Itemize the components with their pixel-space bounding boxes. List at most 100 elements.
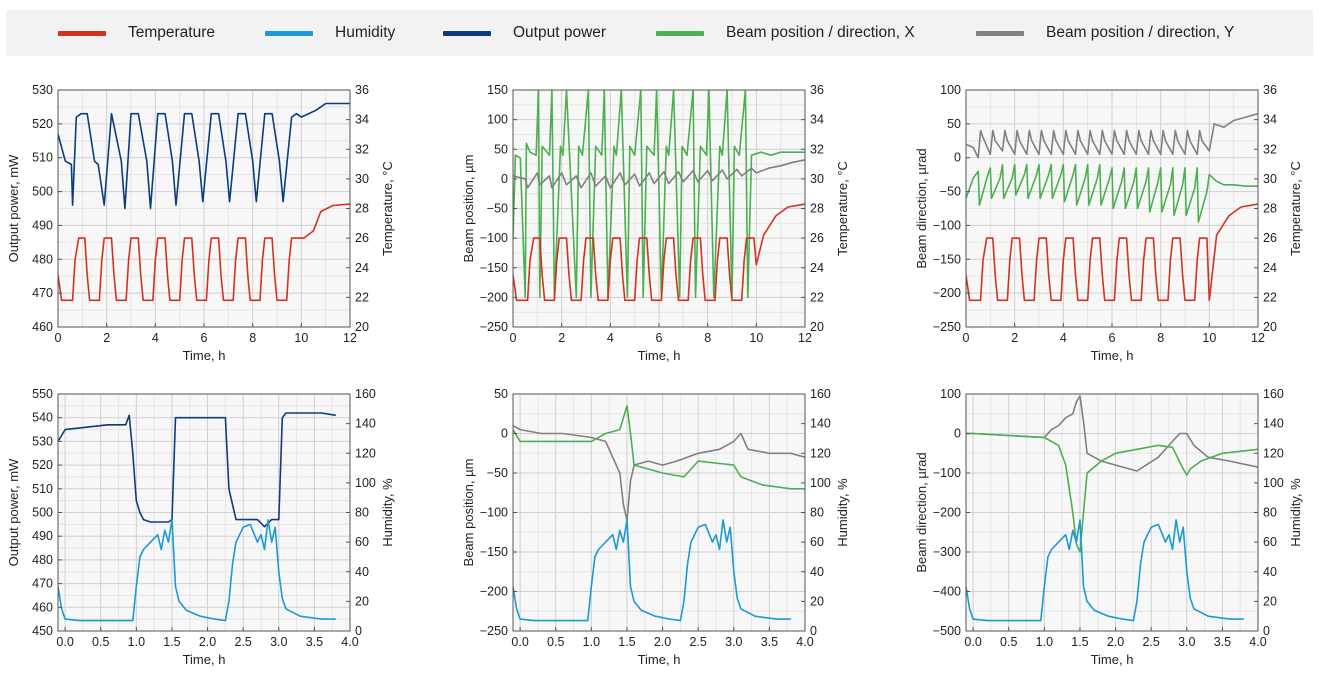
y2-tick-label: 26 xyxy=(1263,231,1277,245)
legend-swatch-beam-y xyxy=(976,30,1024,36)
x-tick-label: 1.0 xyxy=(1036,635,1053,649)
y2-tick-label: 140 xyxy=(810,417,831,431)
x-tick-label: 1.5 xyxy=(618,635,635,649)
y2-tick-label: 30 xyxy=(810,172,824,186)
legend-item-humidity: Humidity xyxy=(265,10,395,56)
legend-swatch-beam-x xyxy=(656,30,704,36)
y2-tick-label: 0 xyxy=(355,624,362,638)
x-tick-label: 0 xyxy=(510,331,517,345)
y2-tick-label: 22 xyxy=(355,290,369,304)
chart-3: 0 2 4 6 8 10 12−250−200−150−100−50050100202224… xyxy=(914,83,1303,363)
x-tick-label: 0.0 xyxy=(56,635,73,649)
series-line-beam-position-direction-x xyxy=(513,90,805,299)
y2-axis-title: Temperature, °C xyxy=(835,161,850,256)
x-tick-label: 4.0 xyxy=(796,635,813,649)
y2-tick-label: 22 xyxy=(810,290,824,304)
x-tick-label: 1.5 xyxy=(1071,635,1088,649)
chart-4: 0.0 0.5 1.0 1.5 2.0 2.5 3.0 3.5 4.0 450 460 470 480 4… xyxy=(6,387,395,667)
x-tick-label: 3.0 xyxy=(1178,635,1195,649)
y2-tick-label: 28 xyxy=(1263,202,1277,216)
y-tick-label: 50 xyxy=(494,142,508,156)
legend-item-beam-y: Beam position / direction, Y xyxy=(976,10,1234,56)
x-tick-label: 3.0 xyxy=(270,635,287,649)
x-tick-label: 8 xyxy=(704,331,711,345)
series-line-output-power xyxy=(58,102,350,210)
y-tick-label: 0 xyxy=(954,151,961,165)
legend-label-temperature: Temperature xyxy=(128,24,216,41)
legend-swatch-temperature xyxy=(58,30,106,36)
y-tick-label: 0 xyxy=(501,172,508,186)
series-line-temperature xyxy=(513,203,805,302)
y2-tick-label: 34 xyxy=(1263,113,1277,127)
x-tick-label: 4 xyxy=(1060,331,1067,345)
y2-tick-label: 32 xyxy=(810,142,824,156)
series-line-humidity xyxy=(513,519,791,622)
x-tick-label: 6 xyxy=(656,331,663,345)
x-axis-title: Time, h xyxy=(638,348,681,363)
y-tick-label: 100 xyxy=(940,83,961,97)
series-line-temperature xyxy=(966,203,1258,302)
x-tick-label: 8 xyxy=(249,331,256,345)
y2-tick-label: 20 xyxy=(810,320,824,334)
y-tick-label: 530 xyxy=(32,83,53,97)
y-tick-label: −50 xyxy=(487,466,508,480)
y2-tick-label: 36 xyxy=(355,83,369,97)
y2-tick-label: 60 xyxy=(1263,535,1277,549)
y-tick-label: 520 xyxy=(32,117,53,131)
y2-tick-label: 0 xyxy=(1263,624,1270,638)
y-tick-label: −150 xyxy=(480,545,508,559)
series-line-humidity xyxy=(58,519,336,622)
y-axis-title: Beam direction, µrad xyxy=(914,148,929,268)
y2-tick-label: 26 xyxy=(810,231,824,245)
y-tick-label: −50 xyxy=(940,185,961,199)
x-tick-label: 2.5 xyxy=(1142,635,1159,649)
series-line-beam-position-direction-x xyxy=(966,432,1258,553)
y-tick-label: 540 xyxy=(32,411,53,425)
chart-5: 0.0 0.5 1.0 1.5 2.0 2.5 3.0 3.5 4.0 −250 −200 −150 −… xyxy=(461,387,850,667)
y-axis-title: Output power, mW xyxy=(6,154,21,262)
y2-tick-label: 40 xyxy=(810,565,824,579)
x-tick-label: 6 xyxy=(201,331,208,345)
legend-swatch-output-power xyxy=(443,30,491,36)
y-tick-label: 490 xyxy=(32,218,53,232)
chart-6: 0.0 0.5 1.0 1.5 2.0 2.5 3.0 3.5 4.0 −500 −400 −300 −… xyxy=(914,387,1303,667)
x-tick-label: 3.5 xyxy=(761,635,778,649)
y-tick-label: 450 xyxy=(32,624,53,638)
x-tick-label: 10 xyxy=(294,331,308,345)
y-axis-title: Beam direction, µrad xyxy=(914,452,929,572)
y2-tick-label: 22 xyxy=(1263,290,1277,304)
y-tick-label: −100 xyxy=(480,506,508,520)
y-tick-label: −100 xyxy=(933,218,961,232)
y2-tick-label: 30 xyxy=(1263,172,1277,186)
x-tick-label: 2.5 xyxy=(234,635,251,649)
x-axis-title: Time, h xyxy=(638,652,681,667)
legend-item-beam-x: Beam position / direction, X xyxy=(656,10,915,56)
legend-label-beam-y: Beam position / direction, Y xyxy=(1046,24,1235,41)
x-tick-label: 12 xyxy=(1251,331,1265,345)
x-tick-label: 10 xyxy=(1202,331,1216,345)
y-axis-title: Beam position, µm xyxy=(461,155,476,263)
y-tick-label: 50 xyxy=(947,117,961,131)
y2-tick-label: 160 xyxy=(1263,387,1284,401)
y-tick-label: 150 xyxy=(487,83,508,97)
y2-tick-label: 80 xyxy=(355,506,369,520)
series-line-beam-position-direction-y xyxy=(966,112,1258,159)
x-tick-label: 3.5 xyxy=(306,635,323,649)
y-tick-label: −100 xyxy=(933,466,961,480)
x-tick-label: 0.5 xyxy=(1000,635,1017,649)
y2-tick-label: 40 xyxy=(355,565,369,579)
y2-axis-title: Temperature, °C xyxy=(380,161,395,256)
y2-axis-title: Temperature, °C xyxy=(1288,161,1303,256)
y2-tick-label: 80 xyxy=(810,506,824,520)
y-tick-label: 470 xyxy=(32,577,53,591)
legend-item-temperature: Temperature xyxy=(58,10,215,56)
x-tick-label: 4.0 xyxy=(341,635,358,649)
y2-tick-label: 140 xyxy=(1263,417,1284,431)
legend-label-beam-x: Beam position / direction, X xyxy=(726,24,915,41)
y2-tick-label: 20 xyxy=(1263,320,1277,334)
x-tick-label: 2.0 xyxy=(654,635,671,649)
y-tick-label: 460 xyxy=(32,600,53,614)
x-axis-title: Time, h xyxy=(183,652,226,667)
y2-tick-label: 100 xyxy=(355,476,376,490)
